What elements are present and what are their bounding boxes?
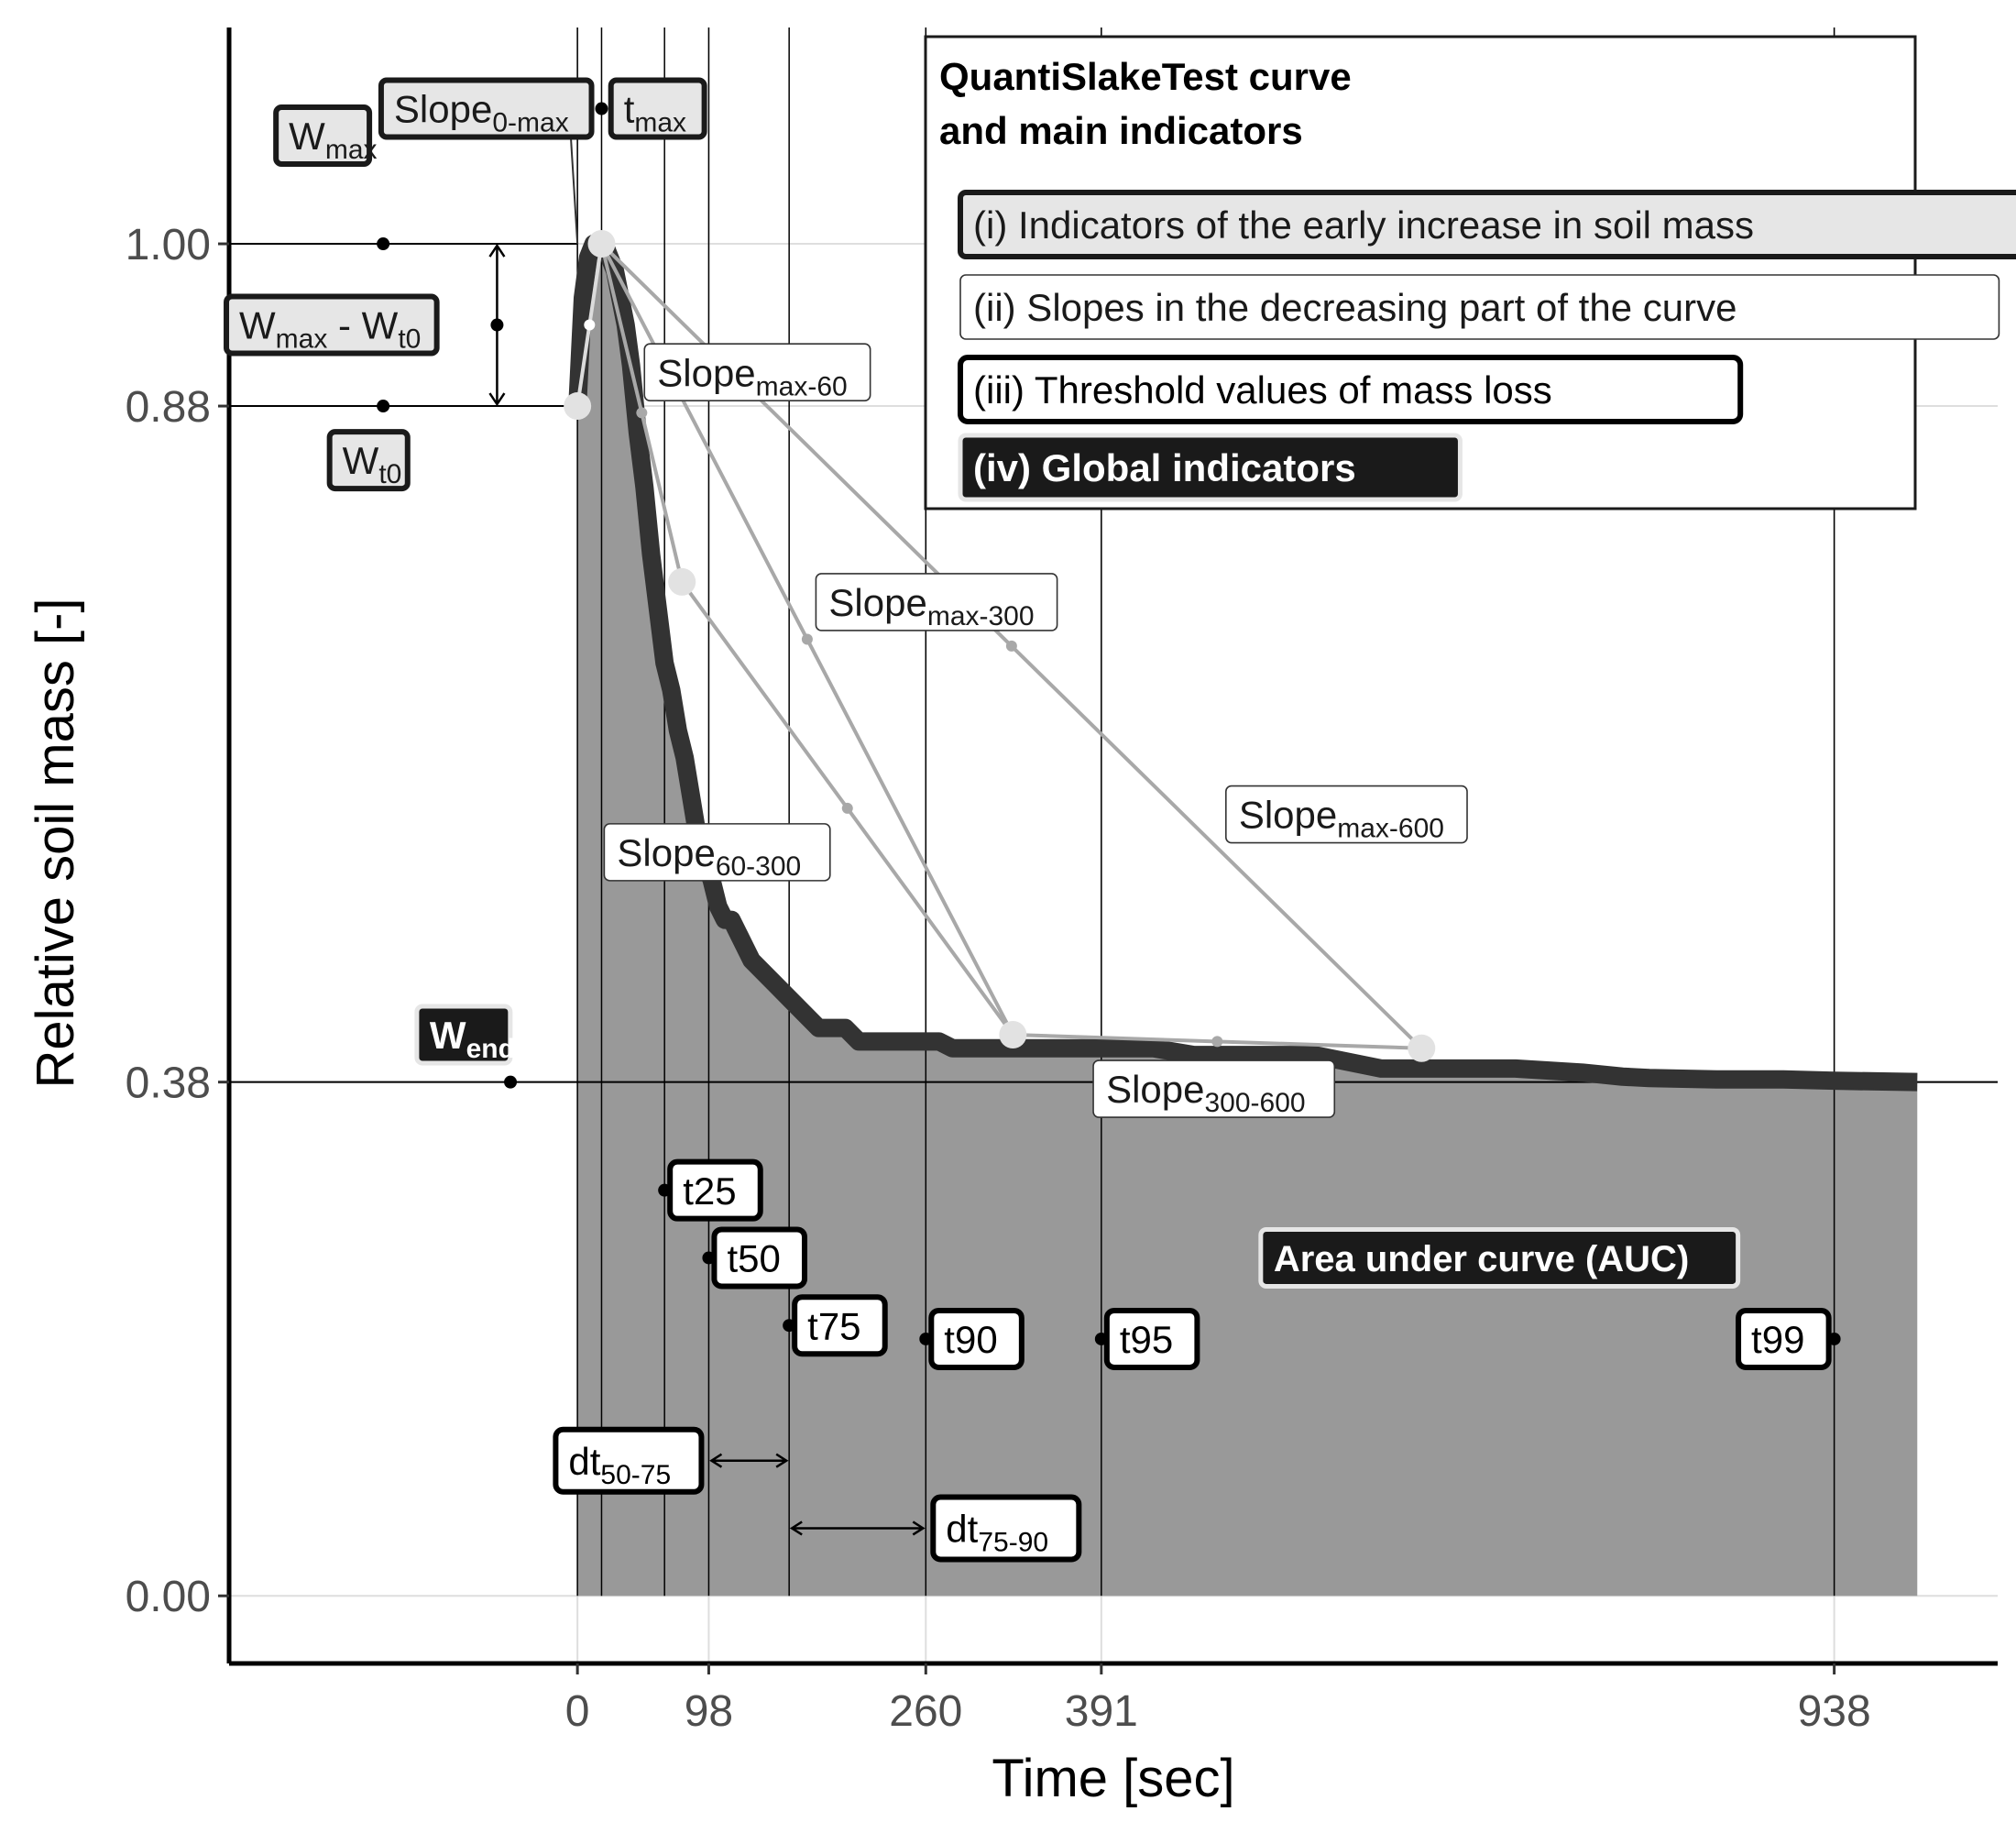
slope-midpoint-0-max bbox=[584, 319, 596, 331]
y-tick-label: 0.38 bbox=[126, 1059, 211, 1108]
dt-label-50-75-box bbox=[553, 1426, 705, 1495]
threshold-label-t75: t75 bbox=[807, 1304, 860, 1347]
wend-label-box bbox=[414, 1004, 513, 1066]
slope-midpoint-max-600 bbox=[1005, 640, 1017, 652]
wdiff-arrowhead-bottom bbox=[488, 392, 506, 407]
slope-midpoint-60-300 bbox=[841, 802, 853, 814]
legend-title-line: and main indicators bbox=[939, 109, 1303, 152]
threshold-label-t25-box bbox=[667, 1158, 763, 1222]
dt-arrowhead-left bbox=[789, 1520, 803, 1536]
wend-dot bbox=[504, 1075, 518, 1089]
wmax-dot bbox=[377, 237, 390, 251]
slope-max-60-label: Slopemax-60 bbox=[657, 351, 847, 401]
threshold-label-t90-box bbox=[928, 1307, 1024, 1370]
slope-300-600-label: Slope300-600 bbox=[1106, 1068, 1306, 1118]
slope-max-600-label-box bbox=[1225, 785, 1468, 844]
threshold-label-t95-box bbox=[1103, 1307, 1200, 1370]
dt-arrowhead-right bbox=[775, 1453, 789, 1468]
legend-entry-4: (iv) Global indicators bbox=[973, 446, 1356, 489]
wend-label: Wend bbox=[430, 1014, 515, 1064]
dt-label-75-90-box bbox=[930, 1494, 1082, 1563]
dt-arrowhead-right bbox=[912, 1520, 926, 1536]
slope-300-600-label-box bbox=[1092, 1059, 1336, 1118]
slope-max-300-label-box bbox=[815, 573, 1058, 631]
auc-label-box bbox=[1258, 1226, 1741, 1289]
tmax-label: tmax bbox=[624, 88, 686, 138]
threshold-label-t99: t99 bbox=[1751, 1318, 1804, 1361]
key-point-t300 bbox=[999, 1021, 1027, 1049]
legend-entry-3: (iii) Threshold values of mass loss bbox=[973, 368, 1552, 412]
x-axis-title: Time [sec] bbox=[992, 1749, 1234, 1808]
key-point-tmax bbox=[587, 230, 616, 258]
slope-max-600-label: Slopemax-600 bbox=[1239, 794, 1444, 844]
plot-layer: 0 98 260 391 938 0.00 0.38 0.88 1.00 Wmax Wt0 Wmax … bbox=[126, 27, 2016, 1736]
dt-arrowhead-left bbox=[709, 1453, 723, 1468]
wt0-label-box bbox=[326, 429, 411, 492]
x-tick-label: 260 bbox=[889, 1687, 962, 1736]
threshold-label-t50: t50 bbox=[727, 1237, 780, 1280]
slope-60-300-label: Slope60-300 bbox=[617, 831, 801, 882]
legend-frame bbox=[924, 35, 1917, 510]
slope-0-max-label-box bbox=[378, 77, 595, 140]
key-point-t60 bbox=[668, 567, 696, 596]
legend-entry-2-box bbox=[959, 274, 2000, 340]
legend-entry-4-box bbox=[958, 433, 1463, 502]
legend-entry-1-box bbox=[958, 190, 2016, 259]
y-tick-label: 1.00 bbox=[126, 221, 211, 269]
slope-max-300-label: Slopemax-300 bbox=[828, 581, 1034, 631]
legend-entry-2: (ii) Slopes in the decreasing part of th… bbox=[973, 286, 1737, 329]
x-tick-label: 98 bbox=[685, 1687, 733, 1736]
dt-label-50-75: dt50-75 bbox=[568, 1440, 671, 1490]
x-tick-label: 938 bbox=[1798, 1687, 1871, 1736]
tmax-label-box bbox=[608, 77, 707, 140]
tmax-dot bbox=[595, 102, 608, 115]
slope-midpoint-300-600 bbox=[1211, 1036, 1223, 1048]
slope-max-60-label-box bbox=[643, 343, 871, 401]
x-tick-label: 0 bbox=[565, 1687, 590, 1736]
threshold-label-t75-box bbox=[792, 1294, 888, 1357]
auc-label: Area under curve (AUC) bbox=[1274, 1239, 1689, 1279]
wt0-label: Wt0 bbox=[343, 439, 402, 489]
slope0max-leader bbox=[569, 135, 579, 245]
y-tick-label: 0.88 bbox=[126, 383, 211, 432]
slake-curve bbox=[568, 235, 1918, 1092]
legend-title-line: QuantiSlakeTest curve bbox=[939, 55, 1352, 98]
slope-midpoint-max-60 bbox=[636, 407, 648, 419]
y-tick-label: 0.00 bbox=[126, 1573, 211, 1621]
wdiff-dot bbox=[490, 318, 504, 332]
legend-entry-1: (i) Indicators of the early increase in … bbox=[973, 203, 1754, 247]
key-point-t0 bbox=[564, 392, 592, 421]
legend-entry-3-box bbox=[958, 355, 1744, 424]
threshold-label-t25: t25 bbox=[683, 1169, 736, 1213]
wdiff-arrowhead-top bbox=[488, 243, 506, 258]
x-tick-label: 391 bbox=[1065, 1687, 1138, 1736]
key-point-t600 bbox=[1408, 1034, 1436, 1062]
wt0-dot bbox=[377, 400, 390, 413]
wdiff-label: Wmax - Wt0 bbox=[239, 304, 421, 355]
threshold-label-t95: t95 bbox=[1120, 1318, 1173, 1361]
dt-label-75-90: dt75-90 bbox=[946, 1508, 1048, 1558]
wmax-label: Wmax bbox=[289, 115, 377, 165]
threshold-label-t99-box bbox=[1736, 1307, 1832, 1370]
threshold-label-t50-box bbox=[711, 1226, 807, 1290]
wdiff-label-box bbox=[224, 293, 440, 357]
slope-0-max-label: Slope0-max bbox=[394, 88, 569, 138]
slope-60-300-label-box bbox=[603, 823, 831, 882]
wmax-label-box bbox=[273, 104, 373, 168]
slope-midpoint-max-300 bbox=[801, 633, 813, 645]
threshold-label-t90: t90 bbox=[944, 1318, 997, 1361]
y-axis-title: Relative soil mass [-] bbox=[26, 598, 85, 1088]
